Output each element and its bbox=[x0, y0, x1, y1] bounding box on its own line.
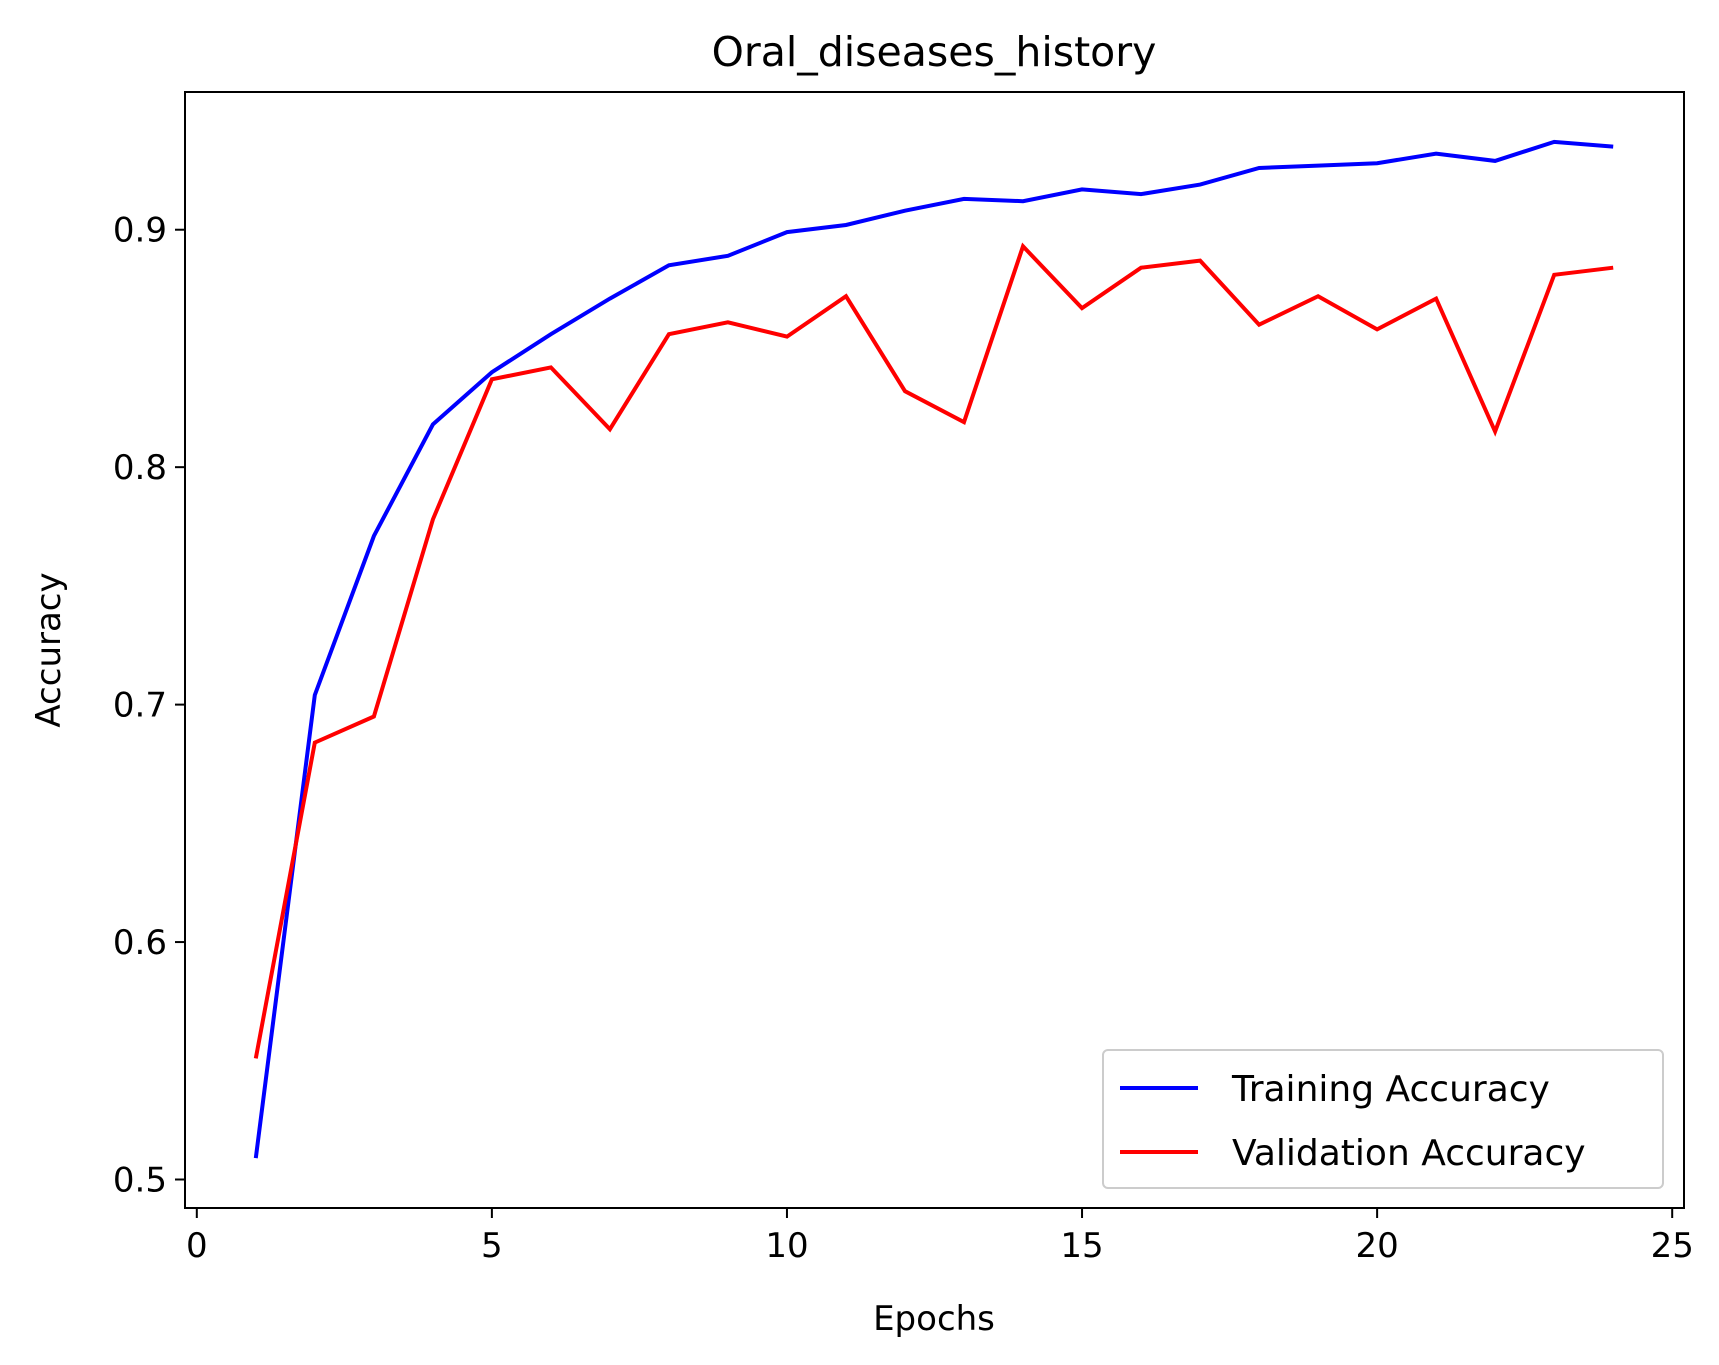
legend: Training Accuracy Validation Accuracy bbox=[1103, 1050, 1663, 1188]
legend-label-validation-accuracy: Validation Accuracy bbox=[1232, 1133, 1586, 1174]
y-tick-label: 0.7 bbox=[113, 686, 167, 726]
y-tick-label: 0.6 bbox=[113, 923, 167, 963]
chart-title: Oral_diseases_history bbox=[712, 28, 1157, 76]
x-tick-label: 25 bbox=[1651, 1226, 1694, 1266]
x-tick-label: 5 bbox=[481, 1226, 503, 1266]
y-axis-label: Accuracy bbox=[29, 572, 69, 727]
x-tick-label: 0 bbox=[186, 1226, 208, 1266]
legend-label-training-accuracy: Training Accuracy bbox=[1231, 1069, 1550, 1110]
y-tick-label: 0.8 bbox=[113, 448, 167, 488]
x-tick-label: 10 bbox=[765, 1226, 808, 1266]
x-tick-label: 15 bbox=[1060, 1226, 1103, 1266]
y-tick-label: 0.5 bbox=[113, 1161, 167, 1201]
x-tick-label: 20 bbox=[1355, 1226, 1398, 1266]
x-axis-label: Epochs bbox=[873, 1299, 995, 1339]
y-tick-label: 0.9 bbox=[113, 211, 167, 251]
